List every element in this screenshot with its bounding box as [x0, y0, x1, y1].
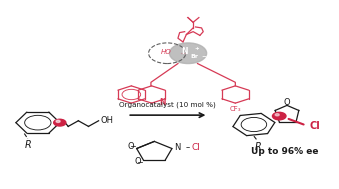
Circle shape — [54, 119, 66, 126]
Text: Organocatalyst (10 mol %): Organocatalyst (10 mol %) — [119, 101, 216, 108]
Text: −: − — [201, 53, 206, 58]
Text: Cl: Cl — [192, 143, 201, 152]
Text: O: O — [284, 98, 290, 107]
Circle shape — [170, 43, 207, 64]
Text: OH: OH — [100, 116, 113, 125]
Text: O: O — [134, 157, 141, 167]
Text: N: N — [181, 47, 187, 56]
Text: R: R — [255, 142, 261, 152]
Circle shape — [275, 114, 279, 116]
Circle shape — [56, 120, 60, 122]
Text: O: O — [127, 142, 134, 151]
Text: Up to 96% ee: Up to 96% ee — [251, 147, 318, 156]
Circle shape — [273, 112, 286, 120]
Text: Br: Br — [191, 54, 199, 59]
Text: –: – — [186, 143, 190, 152]
Text: CF₃: CF₃ — [230, 106, 241, 112]
Text: N: N — [174, 143, 180, 152]
Text: Cl: Cl — [310, 121, 320, 131]
Text: R: R — [25, 140, 32, 150]
Text: N: N — [159, 98, 166, 107]
Text: HO: HO — [161, 49, 172, 55]
Text: +: + — [194, 46, 199, 51]
